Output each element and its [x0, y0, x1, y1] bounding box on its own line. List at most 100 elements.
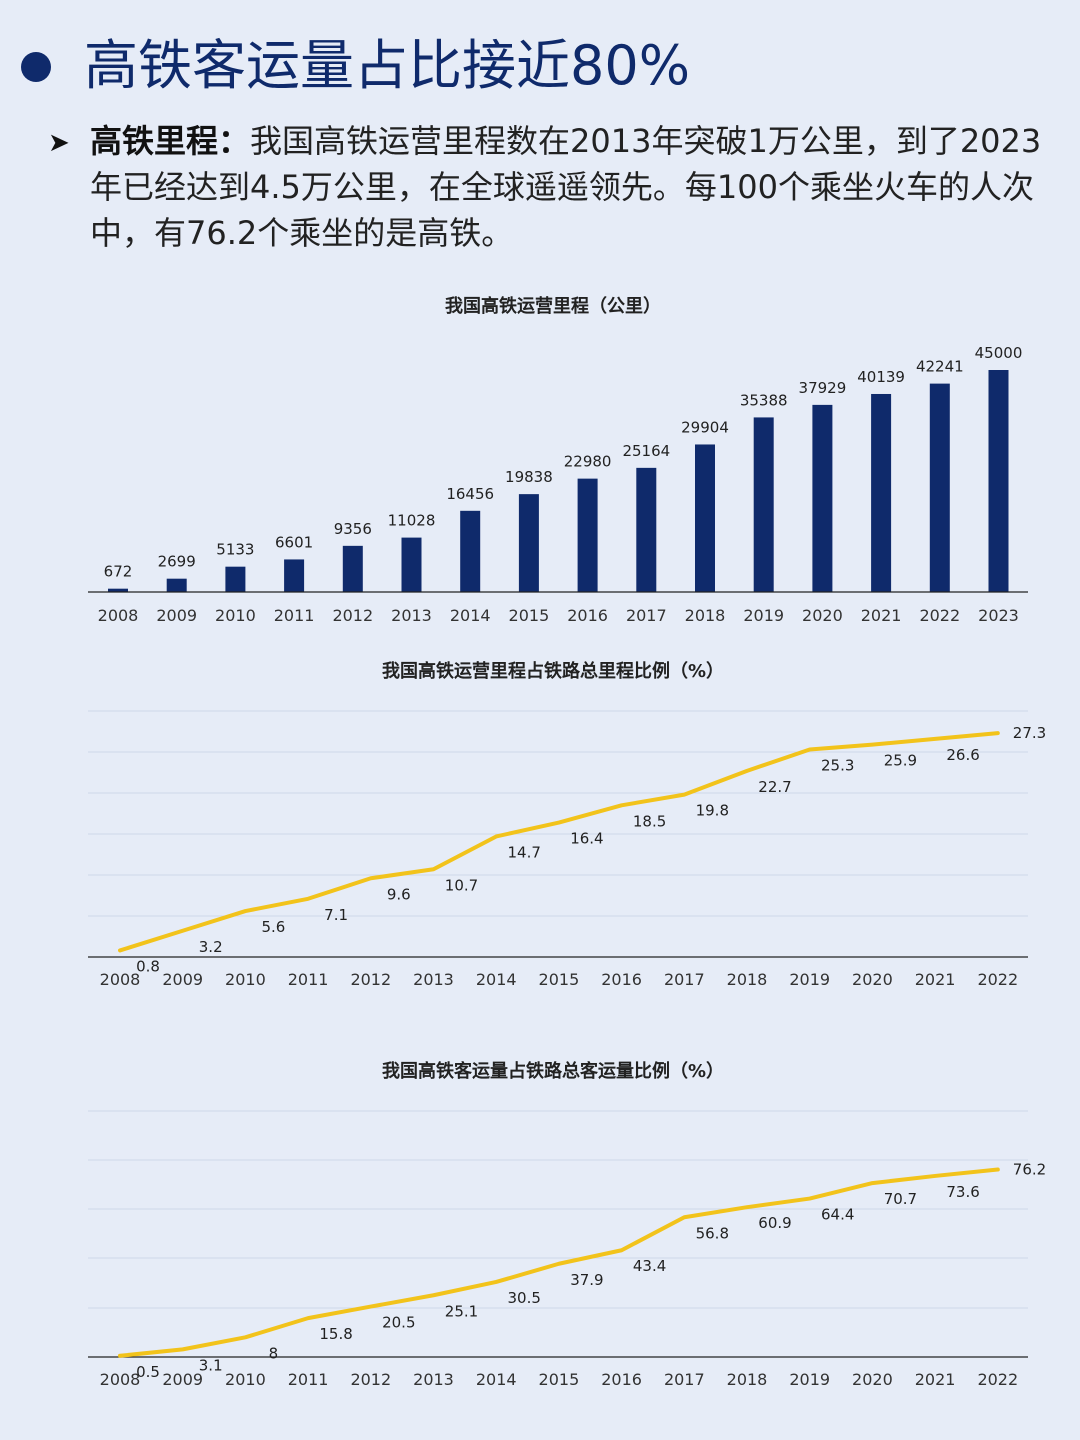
chart1-bar	[988, 370, 1009, 592]
arrow-bullet-icon: ➤	[48, 128, 70, 158]
chart1-x-tick: 2013	[391, 606, 432, 625]
x-tick: 2016	[601, 970, 642, 989]
chart1-data-label: 29904	[681, 418, 729, 436]
data-label: 16.4	[570, 830, 603, 848]
chart2-gridlines	[88, 710, 1028, 958]
x-tick: 2020	[852, 1370, 893, 1389]
chart1-data-label: 35388	[740, 391, 788, 409]
data-label: 64.4	[821, 1206, 854, 1224]
chart1-bar	[753, 417, 774, 592]
chart1-data-label: 40139	[857, 368, 905, 386]
chart1-x-tick: 2008	[98, 606, 139, 625]
data-label: 56.8	[696, 1224, 729, 1242]
lead-label: 高铁里程：	[90, 122, 251, 160]
data-label: 3.1	[199, 1356, 223, 1374]
x-tick: 2017	[664, 1370, 705, 1389]
x-tick: 2022	[977, 1370, 1018, 1389]
chart1-bars: 672 2008 2699 2009 5133 2010 6601 2011 9356 2012 1…	[98, 344, 1023, 625]
data-label: 73.6	[946, 1183, 979, 1201]
x-tick: 2011	[288, 970, 329, 989]
page-title: 高铁客运量占比接近80%	[84, 34, 691, 97]
chart1-x-tick: 2022	[919, 606, 960, 625]
x-tick: 2018	[727, 1370, 768, 1389]
x-tick: 2014	[476, 970, 517, 989]
x-tick: 2013	[413, 1370, 454, 1389]
chart1-x-tick: 2015	[509, 606, 550, 625]
data-label: 43.4	[633, 1257, 666, 1275]
chart1-bar	[929, 383, 950, 592]
data-label: 60.9	[758, 1214, 791, 1232]
data-label: 18.5	[633, 812, 666, 830]
chart2-title: 我国高铁运营里程占铁路总里程比例（%）	[382, 660, 724, 682]
data-label: 25.9	[884, 752, 917, 770]
data-label: 26.6	[946, 746, 979, 764]
x-tick: 2015	[539, 970, 580, 989]
x-tick: 2008	[100, 1370, 141, 1389]
chart1-bar	[401, 537, 422, 592]
bullet-dot-icon	[21, 52, 51, 82]
data-label: 0.8	[136, 957, 160, 975]
chart1-bar	[518, 494, 539, 592]
series-line	[118, 1167, 1000, 1358]
chart1-x-tick: 2016	[567, 606, 608, 625]
data-label: 10.7	[445, 876, 478, 894]
data-label: 0.5	[136, 1363, 160, 1381]
chart1-data-label: 42241	[916, 358, 964, 376]
x-tick: 2019	[789, 970, 830, 989]
data-label: 76.2	[1013, 1161, 1046, 1179]
data-label: 19.8	[696, 802, 729, 820]
x-tick: 2010	[225, 1370, 266, 1389]
chart1-data-label: 5133	[216, 541, 254, 559]
series-line	[118, 731, 1000, 953]
x-tick: 2021	[915, 970, 956, 989]
data-label: 27.3	[1013, 724, 1046, 742]
data-label: 8	[269, 1344, 279, 1362]
chart1-x-tick: 2011	[274, 606, 315, 625]
data-label: 70.7	[884, 1190, 917, 1208]
x-tick: 2015	[539, 1370, 580, 1389]
chart1-x-tick: 2023	[978, 606, 1019, 625]
chart1-bar	[342, 545, 363, 592]
x-tick: 2022	[977, 970, 1018, 989]
x-tick: 2017	[664, 970, 705, 989]
chart1-x-tick: 2021	[861, 606, 902, 625]
chart1-bar	[812, 404, 833, 592]
chart1-bar	[225, 566, 246, 592]
data-label: 22.7	[758, 778, 791, 796]
chart1-bar	[695, 444, 715, 592]
chart1-data-label: 19838	[505, 468, 553, 486]
chart1-bar	[460, 510, 481, 592]
x-tick: 2009	[162, 970, 203, 989]
data-label: 14.7	[507, 843, 540, 861]
chart1-bar	[284, 559, 305, 592]
x-tick: 2010	[225, 970, 266, 989]
data-label: 9.6	[387, 885, 411, 903]
chart1-x-tick: 2018	[685, 606, 726, 625]
chart1-x-tick: 2009	[156, 606, 197, 625]
chart1-data-label: 37929	[799, 379, 847, 397]
x-tick: 2020	[852, 970, 893, 989]
chart3-gridlines	[88, 1110, 1028, 1358]
mileage-bar-chart: 我国高铁运营里程（公里） 672 2008 2699 2009 5133 2010 6601…	[88, 295, 1028, 625]
chart1-bar	[108, 588, 128, 592]
lead-text: 我国高铁运营里程数在2013年突破1万公里，到了2023年已经达到4.5万公里，…	[90, 122, 1042, 252]
data-label: 20.5	[382, 1314, 415, 1332]
chart1-data-label: 16456	[446, 485, 494, 503]
x-tick: 2016	[601, 1370, 642, 1389]
x-tick: 2012	[350, 970, 391, 989]
chart1-x-tick: 2014	[450, 606, 491, 625]
data-label: 25.3	[821, 757, 854, 775]
x-tick: 2009	[162, 1370, 203, 1389]
chart1-data-label: 6601	[275, 533, 313, 551]
chart1-bar	[636, 467, 657, 592]
intro-paragraph: 高铁里程：我国高铁运营里程数在2013年突破1万公里，到了2023年已经达到4.…	[90, 118, 1065, 256]
chart3-title: 我国高铁客运量占铁路总客运量比例（%）	[382, 1060, 724, 1082]
data-label: 25.1	[445, 1302, 478, 1320]
x-tick: 2008	[100, 970, 141, 989]
chart1-x-tick: 2010	[215, 606, 256, 625]
chart1-data-label: 45000	[975, 344, 1023, 362]
data-label: 37.9	[570, 1271, 603, 1289]
chart1-x-tick: 2019	[743, 606, 784, 625]
